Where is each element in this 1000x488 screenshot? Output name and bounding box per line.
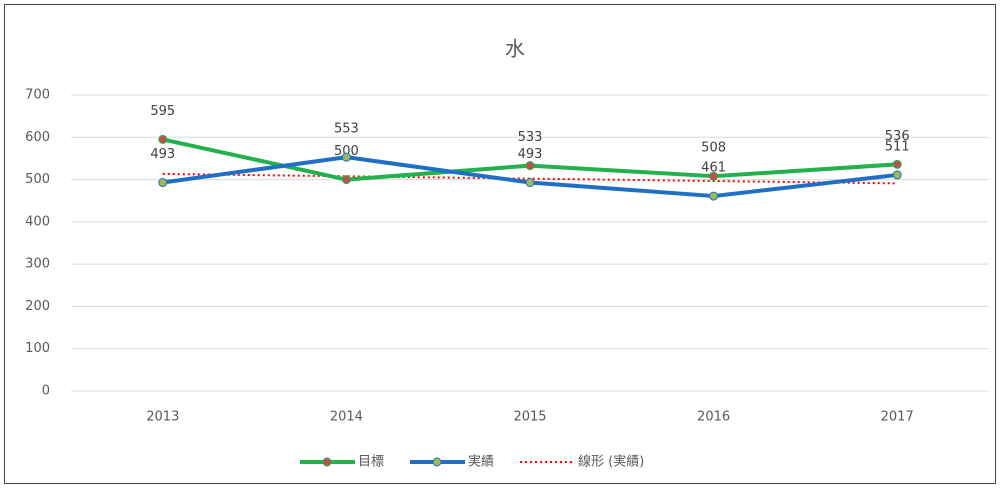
y-tick-label: 100 bbox=[25, 341, 50, 356]
y-tick-label: 700 bbox=[25, 88, 50, 103]
data-label: 508 bbox=[701, 141, 726, 156]
marker bbox=[709, 171, 719, 181]
data-label: 461 bbox=[701, 161, 726, 176]
y-tick-label: 300 bbox=[25, 257, 50, 272]
legend-label: 実績 bbox=[468, 454, 494, 470]
chart-border bbox=[4, 4, 996, 484]
y-tick-label: 0 bbox=[42, 384, 50, 399]
legend-label: 線形 (実績) bbox=[578, 454, 644, 470]
marker bbox=[892, 159, 902, 169]
y-tick-label: 500 bbox=[25, 172, 50, 187]
data-label: 493 bbox=[518, 147, 543, 162]
marker bbox=[158, 178, 168, 188]
x-tick-label: 2013 bbox=[146, 410, 179, 425]
marker bbox=[525, 178, 535, 188]
legend-marker bbox=[322, 457, 332, 467]
x-tick-label: 2014 bbox=[330, 410, 363, 425]
data-label: 536 bbox=[885, 129, 910, 144]
data-label: 500 bbox=[334, 144, 359, 159]
y-tick-label: 200 bbox=[25, 299, 50, 314]
data-label: 595 bbox=[150, 104, 175, 119]
x-tick-label: 2017 bbox=[881, 410, 914, 425]
legend-label: 目標 bbox=[358, 455, 384, 470]
data-label: 553 bbox=[334, 122, 359, 137]
x-tick-label: 2015 bbox=[513, 410, 546, 425]
data-label: 533 bbox=[518, 130, 543, 145]
data-label: 493 bbox=[150, 147, 175, 162]
marker bbox=[341, 175, 351, 185]
legend-marker bbox=[432, 457, 442, 467]
marker bbox=[892, 170, 902, 180]
marker bbox=[525, 161, 535, 171]
marker bbox=[341, 152, 351, 162]
marker bbox=[158, 134, 168, 144]
x-tick-label: 2016 bbox=[697, 410, 730, 425]
data-label: 511 bbox=[885, 139, 910, 154]
y-tick-label: 400 bbox=[25, 214, 50, 229]
chart-title: 水 bbox=[505, 37, 525, 61]
marker bbox=[709, 191, 719, 201]
y-tick-label: 600 bbox=[25, 130, 50, 145]
